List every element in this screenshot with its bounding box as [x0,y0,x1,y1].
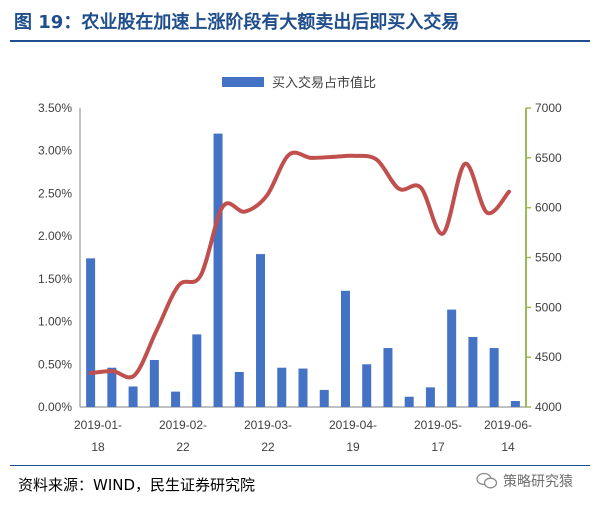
watermark-text: 策略研究猿 [503,474,573,490]
left-tick-label: 2.50% [38,186,72,200]
watermark: 策略研究猿 [476,471,573,491]
wechat-icon [476,472,498,489]
left-tick-label: 3.00% [38,144,72,158]
x-tick-label: 22 [176,440,190,454]
bar [362,364,372,407]
x-tick-label: 2019-01- [74,418,122,432]
left-tick-label: 0.50% [38,357,72,371]
x-tick-label: 17 [431,440,445,454]
source-note: 资料来源：WIND，民生证券研究院 [18,476,256,494]
bar [234,371,244,407]
bar [447,309,457,407]
bar [298,368,308,407]
bar [425,387,435,407]
right-tick-label: 6000 [535,201,562,215]
bar [319,389,329,407]
x-tick-label: 2019-06- [484,418,532,432]
bar [171,391,181,407]
right-tick-label: 4000 [535,400,562,414]
left-tick-label: 0.00% [38,400,72,414]
bar [107,367,117,407]
x-tick-label: 18 [91,440,105,454]
x-tick-label: 22 [261,440,275,454]
bar [510,401,520,407]
x-tick-label: 2019-04- [329,418,377,432]
bar [86,258,96,407]
right-tick-label: 6500 [535,151,562,165]
x-tick-label: 2019-02- [159,418,207,432]
bar [277,367,287,407]
left-tick-label: 3.50% [38,101,72,115]
x-tick-label: 19 [346,440,360,454]
right-tick-label: 5500 [535,251,562,265]
left-tick-label: 1.50% [38,272,72,286]
right-tick-label: 4500 [535,350,562,364]
legend-label: 买入交易占市值比 [272,76,377,91]
bar [192,334,202,407]
bar [340,290,350,407]
chart-title: 图 19：农业股在加速上涨阶段有大额卖出后即买入交易 [14,12,460,33]
title-divider [10,40,590,42]
source-divider [10,465,590,466]
right-tick-label: 5000 [535,300,562,314]
bar [404,396,414,407]
bar [213,133,223,407]
bar [468,336,478,407]
legend-swatch-bar [222,76,264,87]
x-tick-label: 2019-03- [244,418,292,432]
x-tick-label: 2019-05- [414,418,462,432]
bar [256,254,266,407]
bar [383,348,393,407]
bar [149,360,159,407]
chart-legend: 买入交易占市值比 [222,72,376,91]
x-tick-label: 14 [501,440,515,454]
bar [128,386,138,407]
left-tick-label: 1.00% [38,315,72,329]
index-line [88,150,512,380]
left-tick-label: 2.00% [38,229,72,243]
bar [489,348,499,407]
right-tick-label: 7000 [535,101,562,115]
